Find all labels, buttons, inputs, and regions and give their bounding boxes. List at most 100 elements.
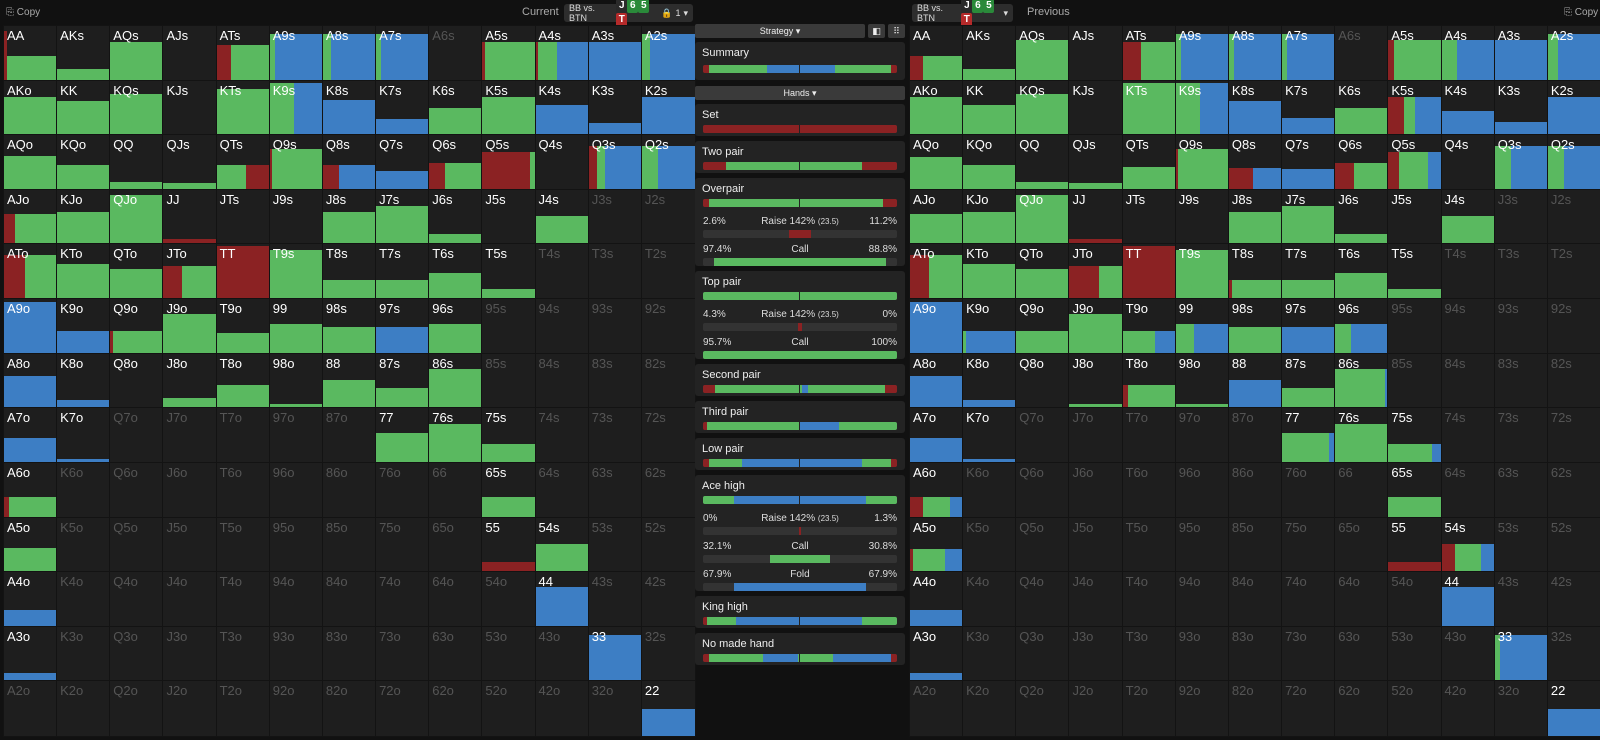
hand-cell-44[interactable]: 44 (1440, 571, 1496, 628)
hand-cell-33[interactable]: 33 (587, 625, 643, 683)
hand-cell-T9s[interactable]: T9s (1174, 243, 1230, 301)
hand-cell-T6s[interactable]: T6s (1334, 243, 1390, 301)
hand-cell-96s[interactable]: 96s (428, 298, 484, 355)
hand-cell-Q8s[interactable]: Q8s (1227, 134, 1284, 191)
hand-cell-Q5s[interactable]: Q5s (1387, 134, 1443, 191)
hand-cell-A2o[interactable]: A2o (2, 680, 59, 737)
hand-cell-98s[interactable]: 98s (1227, 298, 1284, 355)
hand-cell-98o[interactable]: 98o (1174, 352, 1230, 410)
hand-cell-73s[interactable]: 73s (587, 407, 643, 464)
hand-cell-84o[interactable]: 84o (321, 571, 378, 628)
hand-cell-KQs[interactable]: KQs (109, 79, 165, 137)
hand-cell-K2s[interactable]: K2s (1546, 79, 1600, 137)
hand-cell-KTs[interactable]: KTs (215, 79, 271, 137)
hand-cell-Q3s[interactable]: Q3s (1493, 134, 1549, 191)
hand-cell-QTs[interactable]: QTs (1121, 134, 1177, 191)
hand-cell-K5o[interactable]: K5o (962, 516, 1018, 574)
hand-cell-JTs[interactable]: JTs (215, 188, 271, 246)
hand-cell-A6o[interactable]: A6o (2, 461, 59, 519)
hand-cell-TT[interactable]: TT (1121, 243, 1177, 301)
hand-cell-52o[interactable]: 52o (481, 680, 537, 737)
hand-cell-J2s[interactable]: J2s (1546, 188, 1600, 246)
hand-cell-32s[interactable]: 32s (1546, 625, 1600, 683)
hand-cell-54o[interactable]: 54o (1387, 571, 1443, 628)
hand-cell-Q8s[interactable]: Q8s (321, 134, 378, 191)
hand-cell-K9s[interactable]: K9s (1174, 79, 1230, 137)
hand-cell-K8s[interactable]: K8s (1227, 79, 1284, 137)
hand-cell-88[interactable]: 88 (321, 352, 378, 410)
hand-cell-T5s[interactable]: T5s (1387, 243, 1443, 301)
hand-cell-A4s[interactable]: A4s (1440, 25, 1496, 82)
hand-cell-JTs[interactable]: JTs (1121, 188, 1177, 246)
hand-cell-73o[interactable]: 73o (1281, 625, 1337, 683)
hand-cell-T9o[interactable]: T9o (215, 298, 271, 355)
hand-cell-J3s[interactable]: J3s (587, 188, 643, 246)
hand-cell-32s[interactable]: 32s (640, 625, 696, 683)
hand-cell-99[interactable]: 99 (1174, 298, 1230, 355)
hand-cell-K5o[interactable]: K5o (56, 516, 112, 574)
hand-cell-K7o[interactable]: K7o (56, 407, 112, 464)
hand-cell-22[interactable]: 22 (1546, 680, 1600, 737)
hand-cell-Q4o[interactable]: Q4o (1015, 571, 1071, 628)
hand-cell-Q6s[interactable]: Q6s (428, 134, 484, 191)
hand-cell-55[interactable]: 55 (481, 516, 537, 574)
hand-cell-77[interactable]: 77 (375, 407, 431, 464)
hand-cell-63o[interactable]: 63o (428, 625, 484, 683)
hand-cell-K5s[interactable]: K5s (481, 79, 537, 137)
hand-cell-A9o[interactable]: A9o (2, 298, 59, 355)
hand-cell-A8s[interactable]: A8s (1227, 25, 1284, 82)
hand-cell-76s[interactable]: 76s (428, 407, 484, 464)
hand-cell-92s[interactable]: 92s (640, 298, 696, 355)
hand-cell-A7s[interactable]: A7s (1281, 25, 1337, 82)
hand-cell-83o[interactable]: 83o (1227, 625, 1284, 683)
hand-cell-K8o[interactable]: K8o (56, 352, 112, 410)
hand-cell-JTo[interactable]: JTo (162, 243, 218, 301)
hand-cell-J3o[interactable]: J3o (162, 625, 218, 683)
hand-cell-J9s[interactable]: J9s (1174, 188, 1230, 246)
hand-cell-Q6o[interactable]: Q6o (1015, 461, 1071, 519)
hand-cell-K2o[interactable]: K2o (56, 680, 112, 737)
hand-cell-Q9o[interactable]: Q9o (1015, 298, 1071, 355)
hand-cell-KTs[interactable]: KTs (1121, 79, 1177, 137)
hand-cell-Q5s[interactable]: Q5s (481, 134, 537, 191)
hand-cell-97s[interactable]: 97s (375, 298, 431, 355)
hand-cell-QQ[interactable]: QQ (1015, 134, 1071, 191)
hand-cell-J7o[interactable]: J7o (162, 407, 218, 464)
hand-cell-Q2o[interactable]: Q2o (109, 680, 165, 737)
hand-cell-A6s[interactable]: A6s (1334, 25, 1390, 82)
hand-cell-J3o[interactable]: J3o (1068, 625, 1124, 683)
hand-cell-77[interactable]: 77 (1281, 407, 1337, 464)
hand-cell-44[interactable]: 44 (534, 571, 590, 628)
hand-cell-66[interactable]: 66 (428, 461, 484, 519)
strategy-dropdown[interactable]: Strategy ▾ (695, 24, 865, 38)
hand-cell-ATo[interactable]: ATo (2, 243, 59, 301)
hand-cell-KTo[interactable]: KTo (56, 243, 112, 301)
hand-cell-53s[interactable]: 53s (1493, 516, 1549, 574)
hand-cell-A4s[interactable]: A4s (534, 25, 590, 82)
hand-cell-95o[interactable]: 95o (268, 516, 324, 574)
hand-cell-74o[interactable]: 74o (375, 571, 431, 628)
hand-cell-A2s[interactable]: A2s (640, 25, 696, 82)
hand-cell-T2s[interactable]: T2s (640, 243, 696, 301)
hand-cell-JJ[interactable]: JJ (162, 188, 218, 246)
hand-cell-AKs[interactable]: AKs (56, 25, 112, 82)
hand-cell-J6o[interactable]: J6o (1068, 461, 1124, 519)
hand-cell-85s[interactable]: 85s (1387, 352, 1443, 410)
hand-cell-Q9s[interactable]: Q9s (268, 134, 324, 191)
hand-cell-93o[interactable]: 93o (1174, 625, 1230, 683)
spot-selector[interactable]: BB vs. BTN J 6 5T 🔒 1 ▾ (564, 0, 693, 27)
hand-cell-T4o[interactable]: T4o (1121, 571, 1177, 628)
hand-cell-62o[interactable]: 62o (428, 680, 484, 737)
hand-cell-64o[interactable]: 64o (1334, 571, 1390, 628)
hand-cell-53o[interactable]: 53o (481, 625, 537, 683)
hand-cell-K7s[interactable]: K7s (375, 79, 431, 137)
hand-cell-QJs[interactable]: QJs (162, 134, 218, 191)
hand-cell-86s[interactable]: 86s (428, 352, 484, 410)
hand-cell-74s[interactable]: 74s (534, 407, 590, 464)
hand-cell-82s[interactable]: 82s (640, 352, 696, 410)
hand-cell-88[interactable]: 88 (1227, 352, 1284, 410)
hand-cell-93s[interactable]: 93s (587, 298, 643, 355)
hand-cell-AJo[interactable]: AJo (908, 188, 965, 246)
hand-cell-96o[interactable]: 96o (268, 461, 324, 519)
hand-cell-84s[interactable]: 84s (534, 352, 590, 410)
